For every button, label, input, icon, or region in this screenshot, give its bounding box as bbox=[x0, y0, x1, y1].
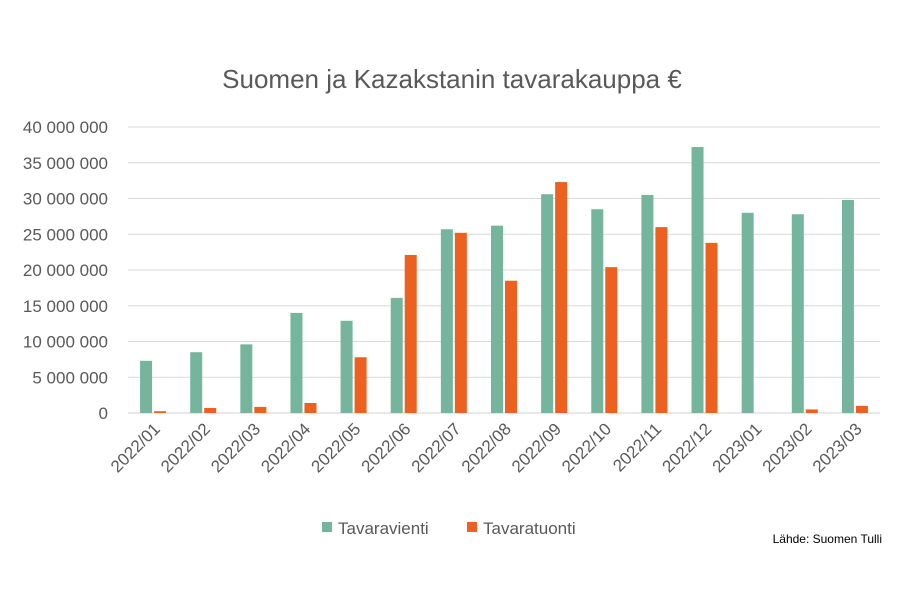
bar-tavaravienti-2022-10 bbox=[591, 209, 604, 413]
x-tick-label: 2023/02 bbox=[759, 419, 816, 476]
bar-tavaratuonti-2022-08 bbox=[505, 280, 517, 413]
bar-tavaratuonti-2022-09 bbox=[555, 182, 568, 413]
bar-tavaravienti-2022-07 bbox=[440, 229, 453, 413]
x-tick-label: 2022/03 bbox=[207, 419, 264, 476]
y-tick-label: 15 000 000 bbox=[23, 297, 108, 316]
y-tick-label: 0 bbox=[99, 404, 108, 423]
bar-tavaravienti-2022-06 bbox=[390, 297, 403, 413]
x-tick-label: 2022/09 bbox=[508, 419, 565, 476]
chart-title: Suomen ja Kazakstanin tavarakauppa € bbox=[222, 64, 682, 94]
y-tick-label: 10 000 000 bbox=[23, 333, 108, 352]
gridlines bbox=[128, 126, 880, 414]
x-tick-label: 2022/11 bbox=[609, 419, 665, 475]
bar-tavaravienti-2023-03 bbox=[841, 199, 854, 413]
bar-tavaravienti-2022-03 bbox=[240, 344, 253, 413]
bar-tavaravienti-2022-11 bbox=[641, 194, 654, 413]
x-tick-label: 2023/01 bbox=[709, 419, 766, 476]
bars bbox=[140, 147, 868, 413]
y-tick-label: 20 000 000 bbox=[23, 261, 108, 280]
bar-tavaratuonti-2022-01 bbox=[154, 411, 167, 413]
y-axis: 0 5 000 000 10 000 000 15 000 000 20 000 000… bbox=[23, 118, 108, 423]
x-tick-label: 2023/03 bbox=[809, 419, 866, 476]
bar-tavaratuonti-2023-03 bbox=[855, 405, 868, 413]
legend-label-tavaratuonti: Tavaratuonti bbox=[483, 519, 576, 538]
x-tick-label: 2022/07 bbox=[408, 419, 465, 476]
bar-tavaravienti-2022-01 bbox=[140, 360, 153, 413]
bar-tavaravienti-2023-01 bbox=[741, 212, 754, 413]
bar-tavaratuonti-2022-11 bbox=[655, 227, 668, 413]
x-tick-label: 2022/05 bbox=[308, 419, 365, 476]
y-tick-label: 30 000 000 bbox=[23, 190, 108, 209]
bar-tavaravienti-2022-05 bbox=[340, 320, 353, 413]
y-tick-label: 25 000 000 bbox=[23, 225, 108, 244]
bar-tavaratuonti-2022-02 bbox=[204, 407, 217, 413]
y-tick-label: 40 000 000 bbox=[23, 118, 108, 137]
legend-swatch-tavaravienti bbox=[322, 522, 332, 532]
bar-tavaravienti-2022-08 bbox=[491, 225, 503, 413]
bar-tavaratuonti-2022-06 bbox=[404, 254, 417, 413]
bar-tavaratuonti-2022-03 bbox=[254, 406, 267, 413]
x-tick-label: 2022/02 bbox=[157, 419, 214, 476]
legend: Tavaravienti Tavaratuonti bbox=[322, 519, 576, 538]
legend-label-tavaravienti: Tavaravienti bbox=[338, 519, 429, 538]
source-note: Lähde: Suomen Tulli bbox=[773, 532, 882, 546]
bar-tavaravienti-2023-02 bbox=[791, 214, 804, 413]
legend-swatch-tavaratuonti bbox=[467, 522, 477, 532]
bar-tavaratuonti-2022-05 bbox=[354, 357, 367, 413]
x-tick-label: 2022/01 bbox=[107, 419, 164, 476]
bar-tavaravienti-2022-09 bbox=[541, 194, 554, 413]
bar-tavaravienti-2022-02 bbox=[190, 352, 203, 413]
bar-tavaratuonti-2022-07 bbox=[454, 232, 467, 413]
bar-tavaravienti-2022-04 bbox=[290, 312, 303, 413]
x-tick-label: 2022/04 bbox=[257, 419, 314, 476]
x-axis: 2022/012022/022022/032022/042022/052022/… bbox=[107, 419, 866, 476]
bar-tavaravienti-2022-12 bbox=[691, 147, 704, 413]
x-tick-label: 2022/06 bbox=[358, 419, 415, 476]
bar-tavaratuonti-2022-04 bbox=[304, 402, 317, 413]
y-tick-label: 35 000 000 bbox=[23, 154, 108, 173]
bar-tavaratuonti-2023-02 bbox=[805, 409, 818, 413]
x-tick-label: 2022/12 bbox=[658, 419, 715, 476]
x-tick-label: 2022/08 bbox=[458, 419, 515, 476]
y-tick-label: 5 000 000 bbox=[32, 368, 108, 387]
bar-tavaratuonti-2022-10 bbox=[605, 267, 618, 413]
bar-tavaratuonti-2022-12 bbox=[705, 242, 718, 413]
x-tick-label: 2022/10 bbox=[558, 419, 615, 476]
